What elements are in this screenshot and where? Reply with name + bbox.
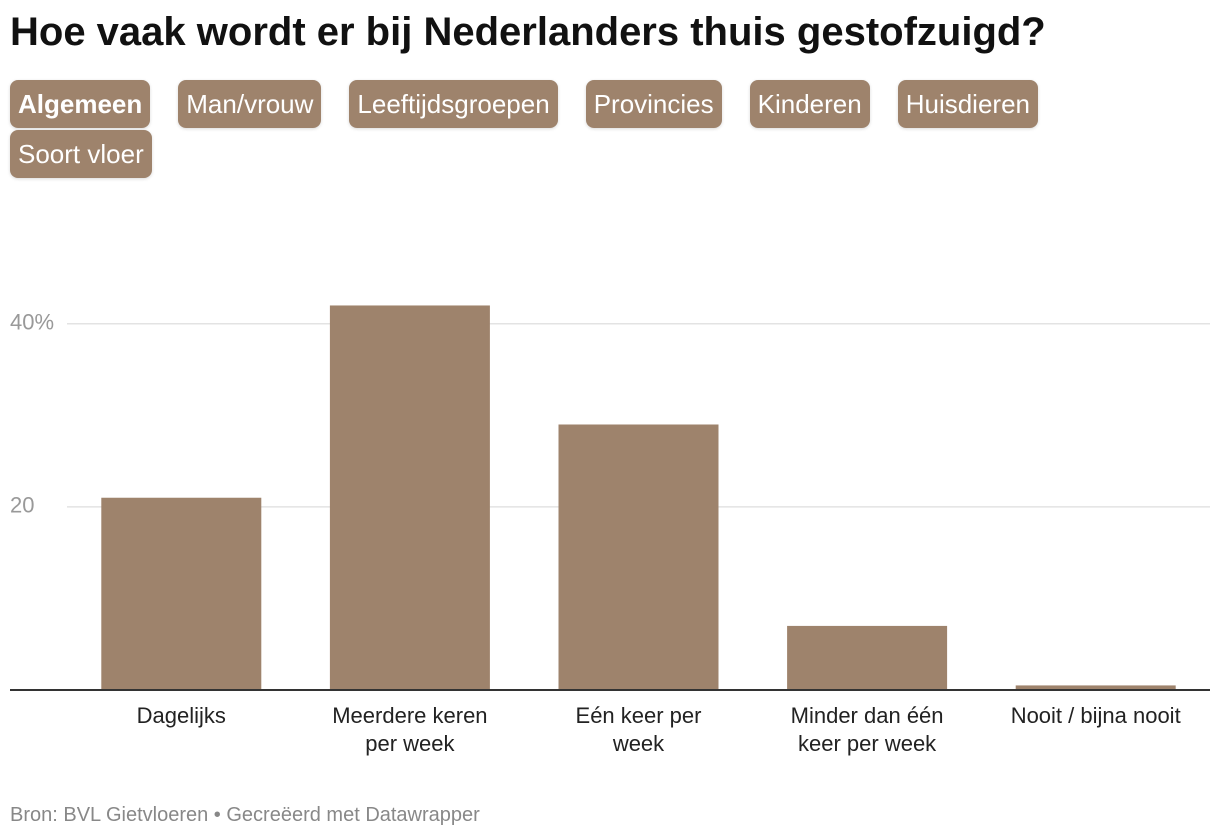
y-tick-label: 40% bbox=[10, 310, 54, 335]
bar bbox=[1015, 685, 1176, 690]
x-tick-label: Nooit / bijna nooit bbox=[1010, 703, 1181, 728]
x-tick-label: Dagelijks bbox=[136, 703, 226, 728]
chart-title: Hoe vaak wordt er bij Nederlanders thuis… bbox=[10, 10, 1046, 54]
y-tick-label: 20 bbox=[10, 493, 34, 518]
tab-button[interactable]: Algemeen bbox=[10, 80, 151, 128]
bar bbox=[329, 305, 490, 690]
x-tick-label: Minder dan één keer per week bbox=[790, 703, 944, 756]
tab-button[interactable]: Soort vloer bbox=[10, 130, 152, 178]
tab-button[interactable]: Leeftijdsgroepen bbox=[349, 80, 558, 128]
source-note: Bron: BVL Gietvloeren • Gecreëerd met Da… bbox=[10, 804, 480, 826]
bar bbox=[787, 625, 948, 690]
tab-button[interactable]: Huisdieren bbox=[897, 80, 1038, 128]
tab-bar: Algemeen Man/vrouw Leeftijdsgroepen Provinc… bbox=[10, 80, 1160, 178]
bar bbox=[558, 424, 719, 690]
x-tick-label: Meerdere keren per week bbox=[332, 703, 488, 756]
tab-button[interactable]: Kinderen bbox=[749, 80, 870, 128]
bar bbox=[101, 497, 262, 690]
tab-button[interactable]: Man/vrouw bbox=[178, 80, 322, 128]
tab-button[interactable]: Provincies bbox=[585, 80, 722, 128]
x-tick-label: Eén keer per week bbox=[575, 703, 702, 756]
